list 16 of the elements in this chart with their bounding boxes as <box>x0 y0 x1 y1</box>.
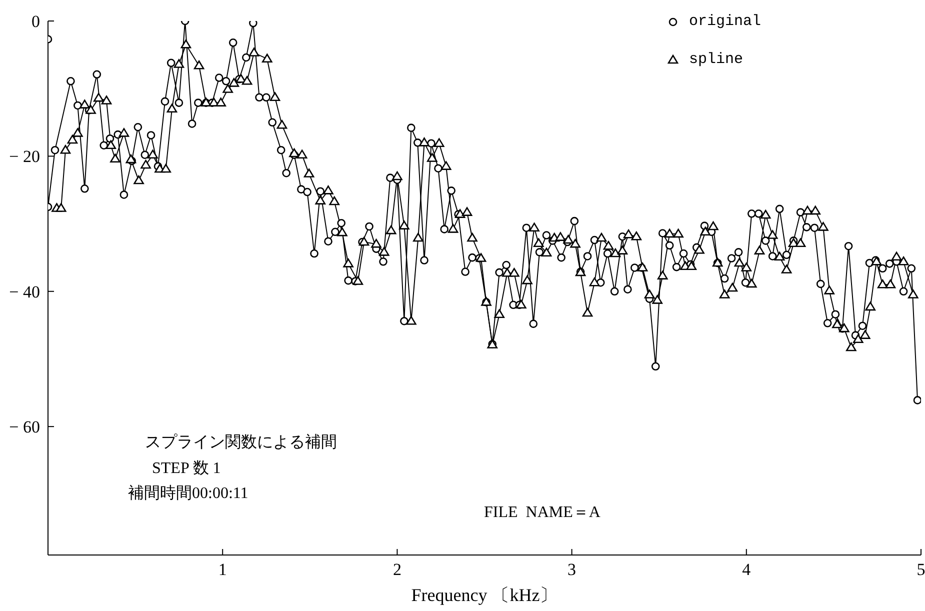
x-tick-label: 3 <box>568 560 576 580</box>
y-tick-label: − 40 <box>9 282 40 302</box>
annotation: 補間時間00:00:11 <box>128 484 248 504</box>
x-axis-title: Frequency 〔kHz〕 <box>411 585 558 605</box>
x-tick-label: 4 <box>742 560 752 580</box>
legend-label: spline <box>689 50 744 68</box>
y-tick-label: − 60 <box>9 418 40 437</box>
annotation: FILE NAME＝A <box>484 503 600 523</box>
x-tick-label: 5 <box>916 560 925 580</box>
annotation: スプライン関数による補間 <box>145 432 337 453</box>
x-tick-label: 1 <box>218 560 227 580</box>
legend-label: original <box>689 12 762 30</box>
annotation: STEP 数 1 <box>152 459 221 479</box>
x-tick-label: 2 <box>392 560 402 580</box>
y-tick-label: 0 <box>32 12 40 32</box>
y-tick-label: − 20 <box>9 147 40 166</box>
